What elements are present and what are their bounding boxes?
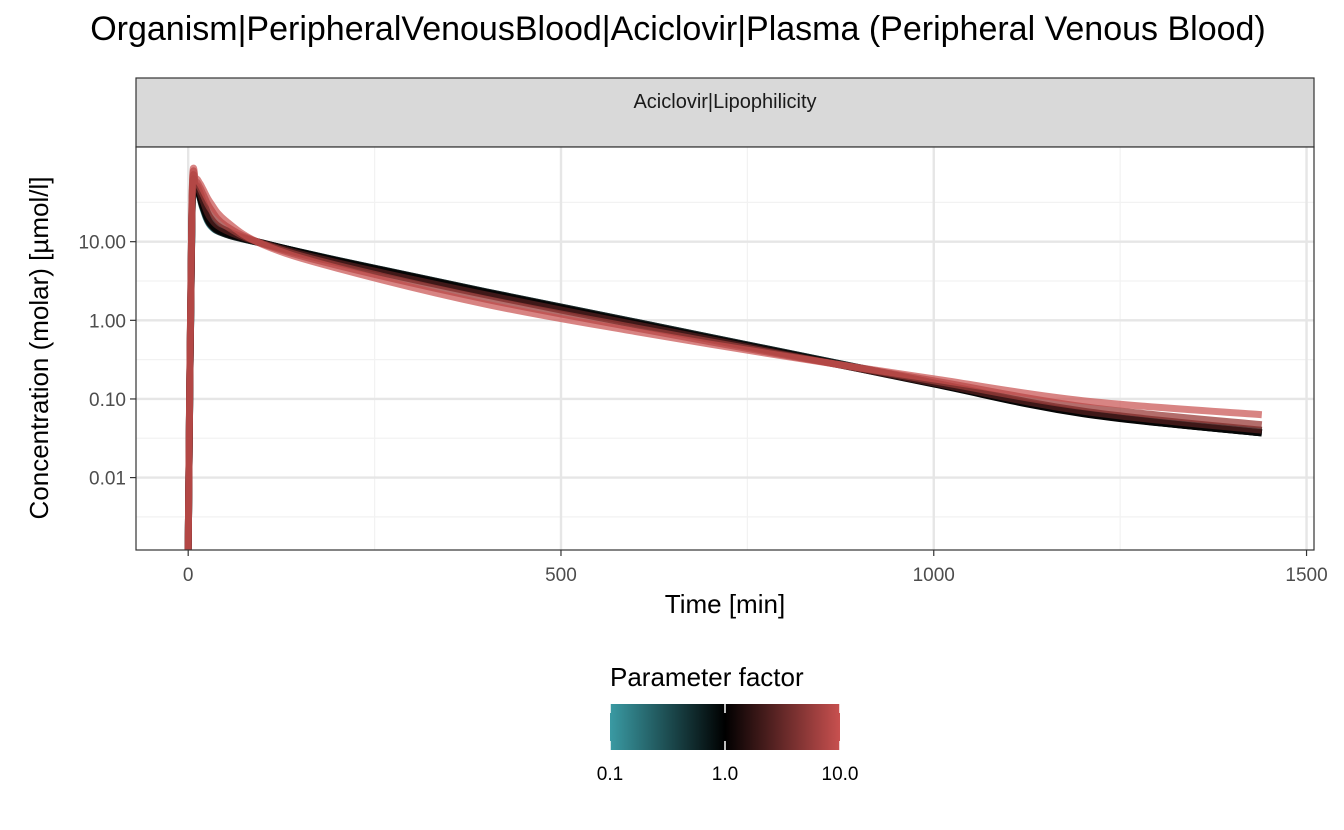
facet-label: Aciclovir|Lipophilicity (633, 91, 816, 113)
facet-strip (135, 77, 1315, 148)
y-tick-label: 10.00 (78, 233, 126, 254)
legend-label: 10.0 (822, 764, 859, 785)
legend-label: 1.0 (712, 764, 738, 785)
x-axis-title: Time [min] (665, 589, 785, 619)
panel-border (135, 146, 1315, 551)
y-tick-label: 0.01 (89, 469, 126, 490)
x-tick-label: 1500 (1285, 565, 1327, 586)
y-axis-title: Concentration (molar) [µmol/l] (24, 177, 54, 520)
chart-title: Organism|PeripheralVenousBlood|Aciclovir… (90, 10, 1266, 48)
y-tick-label: 0.10 (89, 390, 126, 411)
grid-lines (136, 147, 1314, 550)
axis-ticks: 0 500 1000 1500 0.01 0.10 1.00 10.00 (78, 233, 1327, 586)
series-line-factor-10 (184, 164, 1263, 550)
x-tick-label: 500 (545, 565, 577, 586)
y-tick-label: 1.00 (89, 311, 126, 332)
x-tick-label: 0 (183, 565, 194, 586)
series-lines (184, 164, 1263, 550)
legend-ticks: 0.1 1.0 10.0 (597, 704, 859, 785)
x-tick-label: 1000 (913, 565, 955, 586)
legend-label: 0.1 (597, 764, 623, 785)
legend-title: Parameter factor (610, 662, 804, 692)
